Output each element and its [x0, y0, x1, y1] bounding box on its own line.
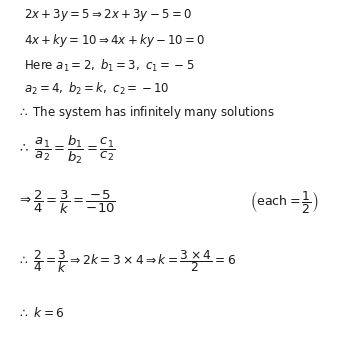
- Text: $4x + ky = 10 \Rightarrow 4x + ky - 10 = 0$: $4x + ky = 10 \Rightarrow 4x + ky - 10 =…: [24, 32, 206, 49]
- Text: $\therefore\ \dfrac{a_1}{a_2} = \dfrac{b_1}{b_2} = \dfrac{c_1}{c_2}$: $\therefore\ \dfrac{a_1}{a_2} = \dfrac{b…: [17, 134, 115, 166]
- Text: $a_2 = 4,\ b_2 = k,\ c_2 = -10$: $a_2 = 4,\ b_2 = k,\ c_2 = -10$: [24, 81, 170, 97]
- Text: Here $a_1 = 2,\ b_1 = 3,\ c_1 = -5$: Here $a_1 = 2,\ b_1 = 3,\ c_1 = -5$: [24, 58, 194, 74]
- Text: $\left(\mathrm{each} = \dfrac{1}{2}\right)$: $\left(\mathrm{each} = \dfrac{1}{2}\righ…: [250, 189, 318, 215]
- Text: $\therefore\ \dfrac{2}{4} = \dfrac{3}{k} \Rightarrow 2k = 3 \times 4 \Rightarrow: $\therefore\ \dfrac{2}{4} = \dfrac{3}{k}…: [17, 248, 236, 275]
- Text: $2x + 3y = 5 \Rightarrow 2x + 3y - 5 = 0$: $2x + 3y = 5 \Rightarrow 2x + 3y - 5 = 0…: [24, 7, 192, 23]
- Text: $\therefore\ k = 6$: $\therefore\ k = 6$: [17, 306, 65, 320]
- Text: $\therefore$ The system has infinitely many solutions: $\therefore$ The system has infinitely m…: [17, 104, 275, 121]
- Text: $\Rightarrow \dfrac{2}{4} = \dfrac{3}{k} = \dfrac{-5}{-10}$: $\Rightarrow \dfrac{2}{4} = \dfrac{3}{k}…: [17, 189, 116, 216]
